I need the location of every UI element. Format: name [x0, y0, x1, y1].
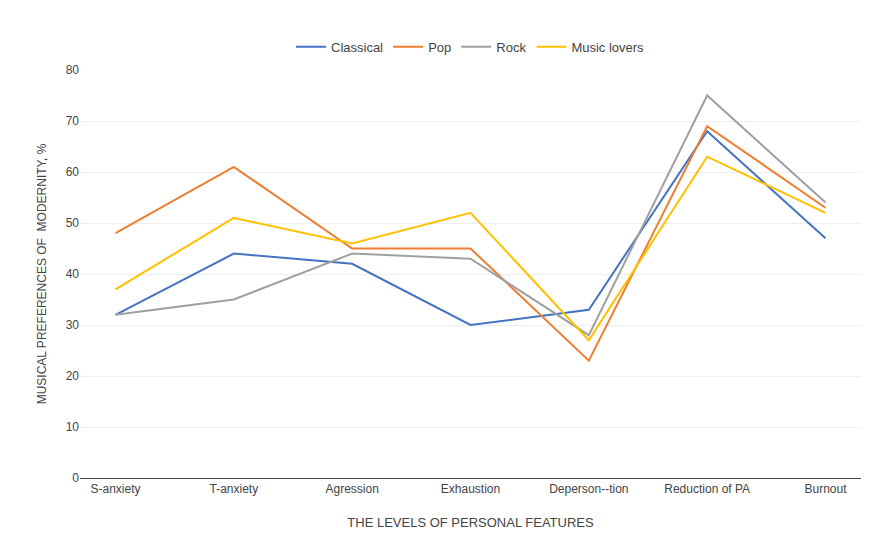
svg-text:60: 60	[66, 165, 80, 179]
svg-text:Agression: Agression	[325, 482, 378, 496]
svg-text:Reduction of PA: Reduction of PA	[664, 482, 750, 496]
svg-text:Deperson--tion: Deperson--tion	[549, 482, 628, 496]
svg-text:0: 0	[72, 471, 79, 485]
svg-text:Exhaustion: Exhaustion	[441, 482, 500, 496]
svg-text:T-anxiety: T-anxiety	[209, 482, 258, 496]
svg-text:10: 10	[66, 420, 80, 434]
svg-text:S-anxiety: S-anxiety	[90, 482, 140, 496]
svg-text:40: 40	[66, 267, 80, 281]
svg-text:THE LEVELS OF PERSONAL FEATURE: THE LEVELS OF PERSONAL FEATURES	[347, 515, 594, 530]
svg-text:50: 50	[66, 216, 80, 230]
svg-text:Pop: Pop	[428, 40, 451, 55]
svg-text:Music lovers: Music lovers	[571, 40, 644, 55]
svg-text:Rock: Rock	[496, 40, 526, 55]
svg-text:20: 20	[66, 369, 80, 383]
svg-text:MUSICAL PREFERENCES OF MODERN: MUSICAL PREFERENCES OF MODERNITY, %	[35, 143, 49, 404]
svg-text:30: 30	[66, 318, 80, 332]
svg-text:Classical: Classical	[331, 40, 383, 55]
svg-text:80: 80	[66, 63, 80, 77]
svg-text:70: 70	[66, 114, 80, 128]
svg-text:Burnout: Burnout	[804, 482, 847, 496]
